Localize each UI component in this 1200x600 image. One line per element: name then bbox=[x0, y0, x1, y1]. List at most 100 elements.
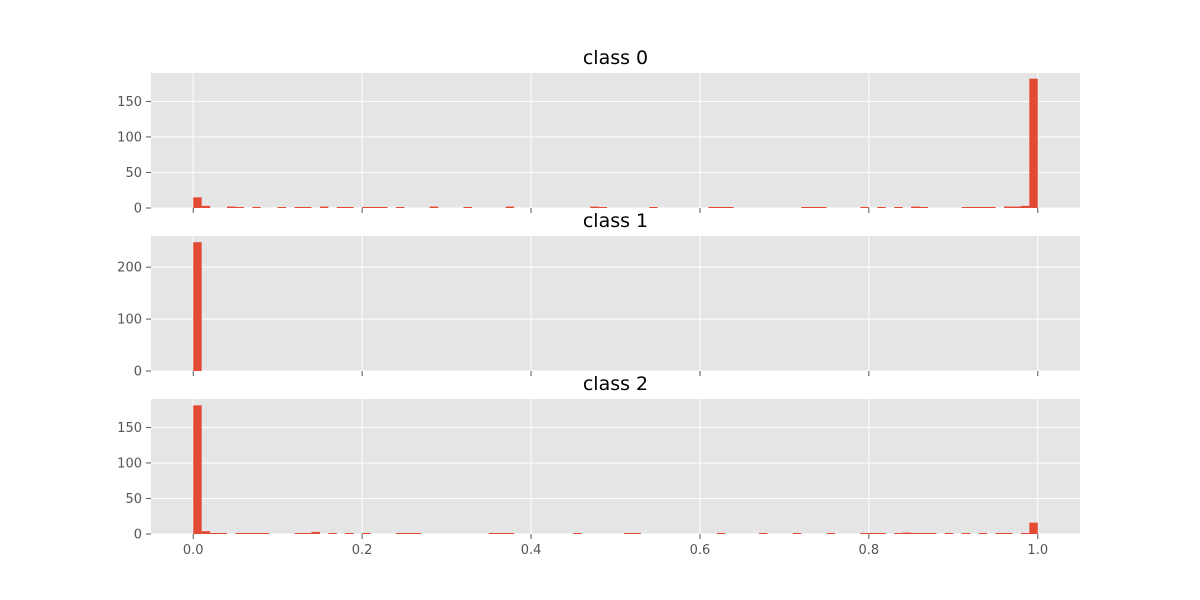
y-tick-label: 50 bbox=[125, 166, 142, 181]
histogram-bar bbox=[404, 533, 413, 534]
histogram-bar bbox=[252, 207, 261, 208]
histogram-bar bbox=[319, 206, 329, 208]
x-tick-label: 0.0 bbox=[183, 543, 204, 558]
histogram-bar bbox=[201, 531, 211, 534]
histogram-bar bbox=[877, 207, 886, 208]
histogram-bar bbox=[961, 533, 971, 534]
plot-area-background bbox=[151, 236, 1080, 371]
histogram-bar bbox=[759, 533, 768, 534]
histogram-bar bbox=[860, 207, 869, 208]
histogram-bar bbox=[826, 533, 836, 534]
histogram-bar bbox=[303, 533, 312, 534]
histogram-bar bbox=[1029, 522, 1038, 534]
histogram-bar bbox=[235, 533, 244, 534]
y-tick-label: 100 bbox=[117, 456, 142, 471]
histogram-bar bbox=[227, 206, 236, 208]
histogram-bar bbox=[970, 207, 979, 208]
y-tick-label: 100 bbox=[117, 130, 142, 145]
histogram-bar bbox=[978, 207, 988, 208]
histogram-bar bbox=[792, 533, 802, 534]
histogram-bar bbox=[801, 207, 810, 208]
histogram-bar bbox=[488, 533, 498, 534]
histogram-bar bbox=[978, 533, 988, 534]
histogram-bar bbox=[1020, 205, 1030, 208]
histogram-bar bbox=[497, 533, 506, 534]
histogram-bar bbox=[362, 533, 371, 534]
histogram-bar bbox=[995, 533, 1004, 534]
histogram-bar bbox=[193, 242, 202, 371]
histogram-bar bbox=[649, 207, 658, 208]
histogram-bar bbox=[412, 533, 422, 534]
histogram-bar bbox=[463, 207, 472, 208]
histogram-bar bbox=[336, 207, 346, 208]
histogram-bar bbox=[1003, 206, 1013, 208]
histogram-bar bbox=[725, 207, 734, 208]
histogram-bar bbox=[590, 206, 599, 208]
histogram-bar bbox=[193, 197, 202, 208]
histogram-bar bbox=[1012, 206, 1021, 208]
y-tick-label: 150 bbox=[117, 95, 142, 110]
histogram-bar bbox=[362, 207, 371, 208]
x-tick-label: 0.8 bbox=[859, 543, 880, 558]
panel-title: class 0 bbox=[583, 47, 648, 69]
histogram-bar bbox=[235, 207, 244, 208]
histogram-bar bbox=[201, 205, 211, 208]
histogram-bar bbox=[303, 207, 312, 208]
x-tick-label: 0.4 bbox=[521, 543, 542, 558]
histogram-bar bbox=[294, 533, 304, 534]
panel-0: 0 50 100 150 class 0 bbox=[117, 47, 1080, 217]
histogram-bar bbox=[1029, 78, 1038, 209]
panel-2: 0 50 100 150 class 2 bbox=[117, 373, 1080, 543]
histogram-bar bbox=[716, 207, 726, 208]
histogram-bar bbox=[911, 206, 920, 208]
histogram-bar bbox=[193, 405, 202, 534]
y-tick-label: 0 bbox=[134, 528, 142, 543]
histogram-bar bbox=[927, 533, 937, 534]
x-tick-label: 1.0 bbox=[1027, 543, 1048, 558]
histogram-bar bbox=[623, 533, 633, 534]
histogram-bar bbox=[328, 533, 337, 534]
y-tick-label: 150 bbox=[117, 421, 142, 436]
panel-title: class 1 bbox=[583, 210, 648, 232]
histogram-bar bbox=[243, 533, 253, 534]
y-tick-label: 100 bbox=[117, 313, 142, 328]
histogram-bar bbox=[919, 533, 928, 534]
histogram-bar bbox=[260, 533, 270, 534]
y-tick-label: 0 bbox=[134, 202, 142, 217]
histogram-bar bbox=[944, 533, 954, 534]
histogram-bar bbox=[632, 533, 641, 534]
histogram-bar bbox=[277, 207, 287, 208]
histogram-bar bbox=[877, 533, 886, 534]
plot-area-background bbox=[151, 399, 1080, 534]
histogram-bar bbox=[345, 207, 354, 208]
histogram-bar bbox=[218, 533, 228, 534]
panel-title: class 2 bbox=[583, 373, 648, 395]
histogram-bar bbox=[818, 207, 827, 208]
histogram-bar bbox=[902, 532, 912, 534]
histogram-bar bbox=[294, 207, 304, 208]
histogram-bar bbox=[395, 207, 405, 208]
histogram-bar bbox=[505, 206, 515, 208]
histogram-bar bbox=[379, 207, 388, 208]
y-tick-label: 0 bbox=[134, 365, 142, 380]
histogram-bar bbox=[708, 207, 717, 208]
y-tick-label: 200 bbox=[117, 261, 142, 276]
histogram-bar bbox=[911, 533, 920, 534]
histogram-bar bbox=[345, 533, 354, 534]
x-tick-label: 0.2 bbox=[352, 543, 373, 558]
histogram-bar bbox=[860, 533, 869, 534]
histogram-bar bbox=[894, 533, 903, 534]
histogram-bar bbox=[1020, 533, 1030, 534]
histogram-bar bbox=[252, 533, 261, 534]
histogram-bar bbox=[868, 533, 878, 534]
histogram-bar bbox=[598, 207, 608, 208]
plot-area-background bbox=[151, 73, 1080, 208]
histogram-bar bbox=[505, 533, 515, 534]
histogram-bar bbox=[311, 531, 320, 534]
histogram-bar bbox=[395, 533, 405, 534]
histogram-bar bbox=[894, 207, 903, 208]
histogram-bar bbox=[573, 533, 582, 534]
y-tick-label: 50 bbox=[125, 492, 142, 507]
histogram-bar bbox=[809, 207, 819, 208]
